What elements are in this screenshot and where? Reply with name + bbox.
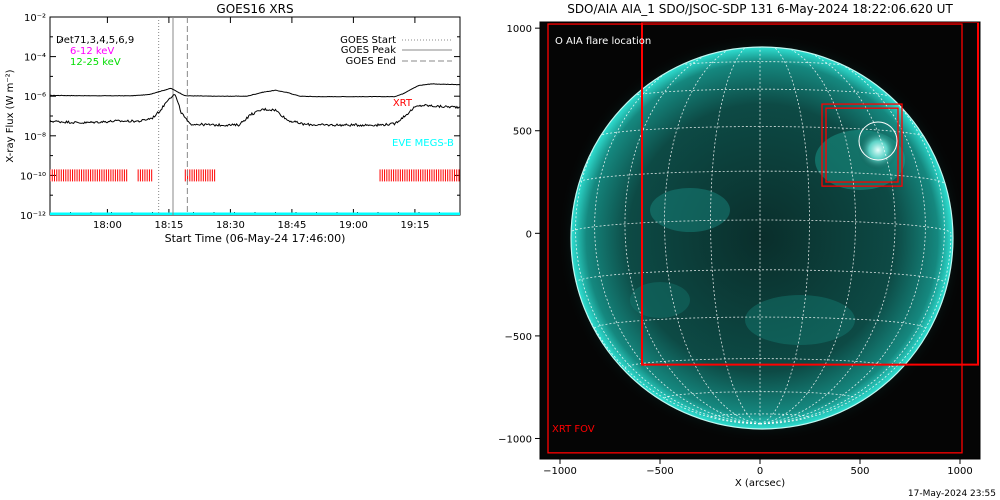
meridian-line xyxy=(759,47,926,425)
xrt-fov-label: XRT FOV xyxy=(552,424,595,435)
y-tick-label: −1000 xyxy=(498,434,532,445)
series-6-12-kev-line xyxy=(50,83,460,98)
meridian-line xyxy=(759,47,856,425)
xrt-fov-box xyxy=(821,103,903,187)
aia-y-axis: −1000 −500 0 500 1000 xyxy=(498,24,540,445)
goes-marker-legend: GOES Start GOES Peak GOES End xyxy=(340,35,452,67)
meridian-line xyxy=(710,47,761,425)
y-tick-label: 500 xyxy=(513,127,532,138)
x-tick-label: 18:45 xyxy=(277,220,306,231)
legend-goes-peak: GOES Peak xyxy=(341,45,396,56)
disk-features xyxy=(630,130,905,345)
legend-goes-end: GOES End xyxy=(346,56,396,67)
series-12-25-kev-line xyxy=(50,94,460,128)
meridian-line xyxy=(624,47,761,425)
meridian-line xyxy=(759,47,896,425)
lightcurve-plot-area xyxy=(50,17,460,215)
legend-12-25-kev: 12-25 keV xyxy=(70,57,121,68)
y-tick-label: 10⁻¹² xyxy=(20,211,46,222)
lightcurve-y-axis: 10⁻¹² 10⁻¹⁰ 10⁻⁸ 10⁻⁶ 10⁻⁴ 10⁻² xyxy=(20,13,460,222)
y-tick-label: 10⁻⁸ xyxy=(24,132,46,143)
y-tick-label: −500 xyxy=(505,332,532,343)
parallel-line xyxy=(571,219,952,234)
lightcurve-title: GOES16 XRS xyxy=(216,2,293,16)
parallel-line xyxy=(594,126,926,138)
y-tick-label: 10⁻² xyxy=(24,13,46,24)
aia-image-panel: SDO/AIA AIA_1 SDO/JSOC-SDP 131 6-May-202… xyxy=(498,2,996,499)
lightcurve-y-label: X-ray Flux (W m⁻²) xyxy=(5,69,16,162)
x-tick-label: −1000 xyxy=(543,466,577,477)
parallel-line xyxy=(624,358,896,369)
parallel-line xyxy=(575,170,945,184)
flare-brightening xyxy=(858,130,898,170)
x-tick-label: 500 xyxy=(850,466,869,477)
legend-6-12-kev: 6-12 keV xyxy=(70,46,114,57)
solar-limb xyxy=(570,46,954,430)
xrt-fov-boxes xyxy=(547,22,979,454)
parallel-line xyxy=(664,391,856,399)
xrt-fov-box xyxy=(641,22,979,366)
lightcurve-x-label: Start Time (06-May-24 17:46:00) xyxy=(165,232,346,245)
y-tick-label: 0 xyxy=(526,229,532,240)
x-tick-label: 18:30 xyxy=(216,220,245,231)
y-tick-label: 1000 xyxy=(507,24,532,35)
x-tick-label: 1000 xyxy=(947,466,972,477)
eve-megs-b-label: EVE MEGS-B xyxy=(392,138,454,149)
aia-flare-location-legend: O AIA flare location xyxy=(555,36,651,47)
x-tick-label: 19:15 xyxy=(400,220,429,231)
solar-disk xyxy=(571,47,953,429)
aia-x-axis: −1000 −500 0 500 1000 xyxy=(543,459,973,477)
channels-label: D̷et71,3,4,5,6,9 xyxy=(56,35,134,46)
meridian-line xyxy=(594,47,761,425)
xrt-fov-box xyxy=(825,107,899,183)
meridian-line xyxy=(759,47,810,425)
x-tick-label: 18:00 xyxy=(93,220,122,231)
y-tick-label: 10⁻⁴ xyxy=(24,53,46,64)
legend-goes-start: GOES Start xyxy=(340,35,396,46)
parallel-line xyxy=(710,413,810,418)
footer-timestamp: 17-May-2024 23:55 xyxy=(908,489,996,499)
x-tick-label: 19:00 xyxy=(339,220,368,231)
xrt-fov-box xyxy=(547,23,963,454)
aia-flare-location-marker xyxy=(858,121,898,161)
x-tick-label: 0 xyxy=(757,466,763,477)
xrt-label: XRT xyxy=(393,98,413,109)
aia-x-label: X (arcsec) xyxy=(735,478,785,489)
goes-lightcurve-panel: GOES16 XRS 10⁻¹² 10⁻¹⁰ 10⁻⁸ 10⁻⁶ 10⁻⁴ 10⁻² 18… xyxy=(5,2,461,245)
x-tick-label: −500 xyxy=(646,466,673,477)
meridian-line xyxy=(664,47,761,425)
y-tick-label: 10⁻¹⁰ xyxy=(20,171,46,182)
x-tick-label: 18:15 xyxy=(154,220,183,231)
xrt-coverage-bars xyxy=(50,169,460,182)
aia-title: SDO/AIA AIA_1 SDO/JSOC-SDP 131 6-May-202… xyxy=(567,2,953,16)
y-tick-label: 10⁻⁶ xyxy=(24,92,46,103)
